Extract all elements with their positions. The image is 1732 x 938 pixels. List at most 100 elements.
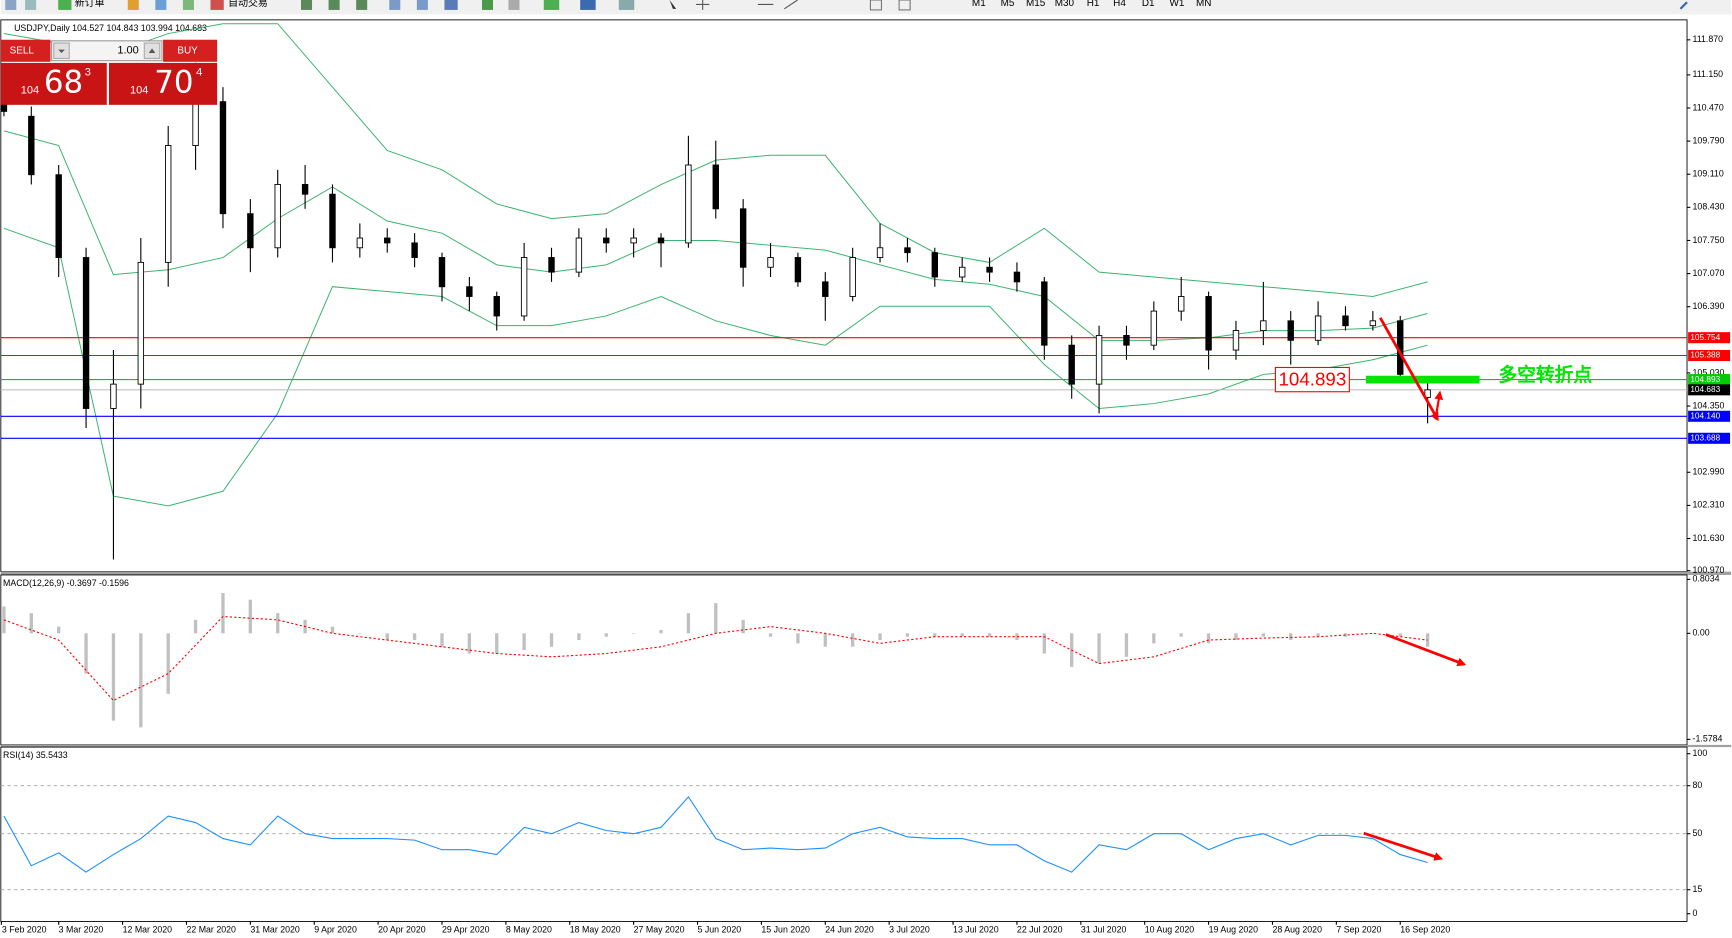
- candle-body: [1260, 320, 1267, 332]
- candle-body: [1232, 330, 1240, 351]
- tool-icon[interactable]: [416, 0, 428, 10]
- new-order-button[interactable]: 新订单: [75, 0, 105, 9]
- macd-bar: [933, 633, 937, 637]
- tool-icon[interactable]: [210, 0, 224, 10]
- timeframe-button[interactable]: M15: [1026, 0, 1046, 9]
- tool-icon[interactable]: [182, 0, 194, 10]
- tool-icon[interactable]: [757, 0, 798, 10]
- buy-button[interactable]: [163, 39, 218, 62]
- auto-trading-button[interactable]: 自动交易: [228, 0, 268, 9]
- turning-point-bar: [1365, 375, 1480, 384]
- macd-bar: [221, 593, 225, 634]
- tool-icon[interactable]: [508, 0, 520, 10]
- y-tick-label: 105.030: [1693, 367, 1725, 377]
- ask-price-box[interactable]: [108, 62, 218, 105]
- x-tick-label: 3 Mar 2020: [59, 925, 104, 935]
- candle-body: [1068, 344, 1075, 385]
- tool-icon[interactable]: [58, 0, 72, 10]
- macd-bar: [878, 633, 882, 641]
- tool-icon[interactable]: [543, 0, 560, 10]
- tool-icon[interactable]: [444, 0, 458, 10]
- candle-body: [794, 257, 802, 283]
- macd-bar: [1371, 633, 1375, 634]
- x-tick-label: 8 May 2020: [506, 925, 552, 935]
- timeframe-button[interactable]: M1: [972, 0, 986, 9]
- bid-price-box[interactable]: [0, 62, 107, 105]
- trend-arrow: [1363, 831, 1444, 861]
- candle-body: [1342, 315, 1349, 327]
- candle-body: [1041, 281, 1048, 346]
- macd-bar: [1179, 633, 1183, 637]
- bid-small: 3: [85, 67, 91, 79]
- tool-icon[interactable]: [155, 0, 167, 10]
- tool-icon[interactable]: [127, 0, 139, 10]
- candle-body: [165, 145, 172, 263]
- tool-icon[interactable]: [669, 0, 677, 9]
- tool-icon[interactable]: [300, 0, 313, 10]
- sell-label: SELL: [10, 45, 35, 56]
- tool-icon[interactable]: [356, 0, 368, 10]
- buy-label: BUY: [177, 45, 198, 56]
- x-tick-label: 28 Aug 2020: [1272, 925, 1322, 935]
- level-price-label: 105.754: [1690, 333, 1720, 342]
- arrow-icon: [58, 49, 65, 53]
- level-price-label: 103.688: [1690, 433, 1720, 442]
- y-tick-label: 111.150: [1693, 69, 1724, 79]
- timeframe-button[interactable]: W1: [1169, 0, 1184, 9]
- tool-icon[interactable]: [618, 0, 635, 10]
- candle-body: [1013, 271, 1021, 283]
- tool-icon[interactable]: [696, 0, 710, 10]
- tool-icon[interactable]: [25, 0, 37, 10]
- candle-body: [575, 237, 583, 273]
- ask-small: 4: [196, 67, 202, 79]
- candle-body: [1424, 389, 1431, 398]
- macd-bar: [823, 633, 827, 647]
- macd-bar: [987, 633, 992, 637]
- tool-icon[interactable]: [328, 0, 340, 10]
- tool-icon[interactable]: [1679, 1, 1688, 10]
- sell-button[interactable]: [0, 39, 51, 62]
- bollinger-lower: [3, 227, 1428, 507]
- x-tick-label: 9 Apr 2020: [314, 925, 357, 935]
- candle-body: [411, 242, 418, 258]
- tool-icon[interactable]: [5, 0, 17, 10]
- candle-body: [219, 101, 227, 215]
- level-price-label: 104.683: [1690, 385, 1720, 394]
- timeframe-button[interactable]: H4: [1113, 0, 1126, 9]
- x-tick-label: 5 Jun 2020: [698, 925, 742, 935]
- timeframe-button[interactable]: M5: [1001, 0, 1015, 9]
- x-tick-label: 19 Aug 2020: [1209, 925, 1259, 935]
- candle-body: [1314, 315, 1322, 341]
- y-tick-label: 101.630: [1693, 533, 1725, 543]
- ask-main: 70: [154, 64, 193, 100]
- macd-bar: [1261, 633, 1266, 637]
- annotations: [1363, 317, 1467, 861]
- tool-icon[interactable]: [869, 0, 883, 11]
- timeframe-button[interactable]: H1: [1087, 0, 1100, 9]
- macd-bar: [549, 633, 554, 647]
- x-tick-label: 31 Mar 2020: [250, 925, 300, 935]
- macd-bar: [412, 633, 417, 641]
- y-tick-label: 100: [1693, 748, 1708, 758]
- timeframe-button[interactable]: MN: [1196, 0, 1211, 9]
- timeframe-button[interactable]: M30: [1055, 0, 1075, 9]
- candle-body: [849, 257, 856, 297]
- lot-field[interactable]: [51, 40, 163, 62]
- macd-bar: [960, 633, 964, 637]
- timeframe-button[interactable]: D1: [1142, 0, 1155, 9]
- candle-body: [958, 266, 966, 278]
- level-price-tag: [1688, 332, 1731, 344]
- x-tick-label: 18 May 2020: [570, 925, 621, 935]
- tool-icon[interactable]: [580, 0, 596, 10]
- tool-icon[interactable]: [389, 0, 401, 10]
- macd-bar: [1206, 633, 1211, 644]
- macd-bar: [385, 633, 389, 641]
- macd-bar: [84, 633, 88, 674]
- tool-icon[interactable]: [481, 0, 494, 10]
- x-tick-label: 3 Jul 2020: [889, 925, 930, 935]
- macd-signal: [3, 615, 1428, 702]
- y-tick-label: 102.310: [1693, 500, 1725, 510]
- tool-icon[interactable]: [898, 0, 911, 11]
